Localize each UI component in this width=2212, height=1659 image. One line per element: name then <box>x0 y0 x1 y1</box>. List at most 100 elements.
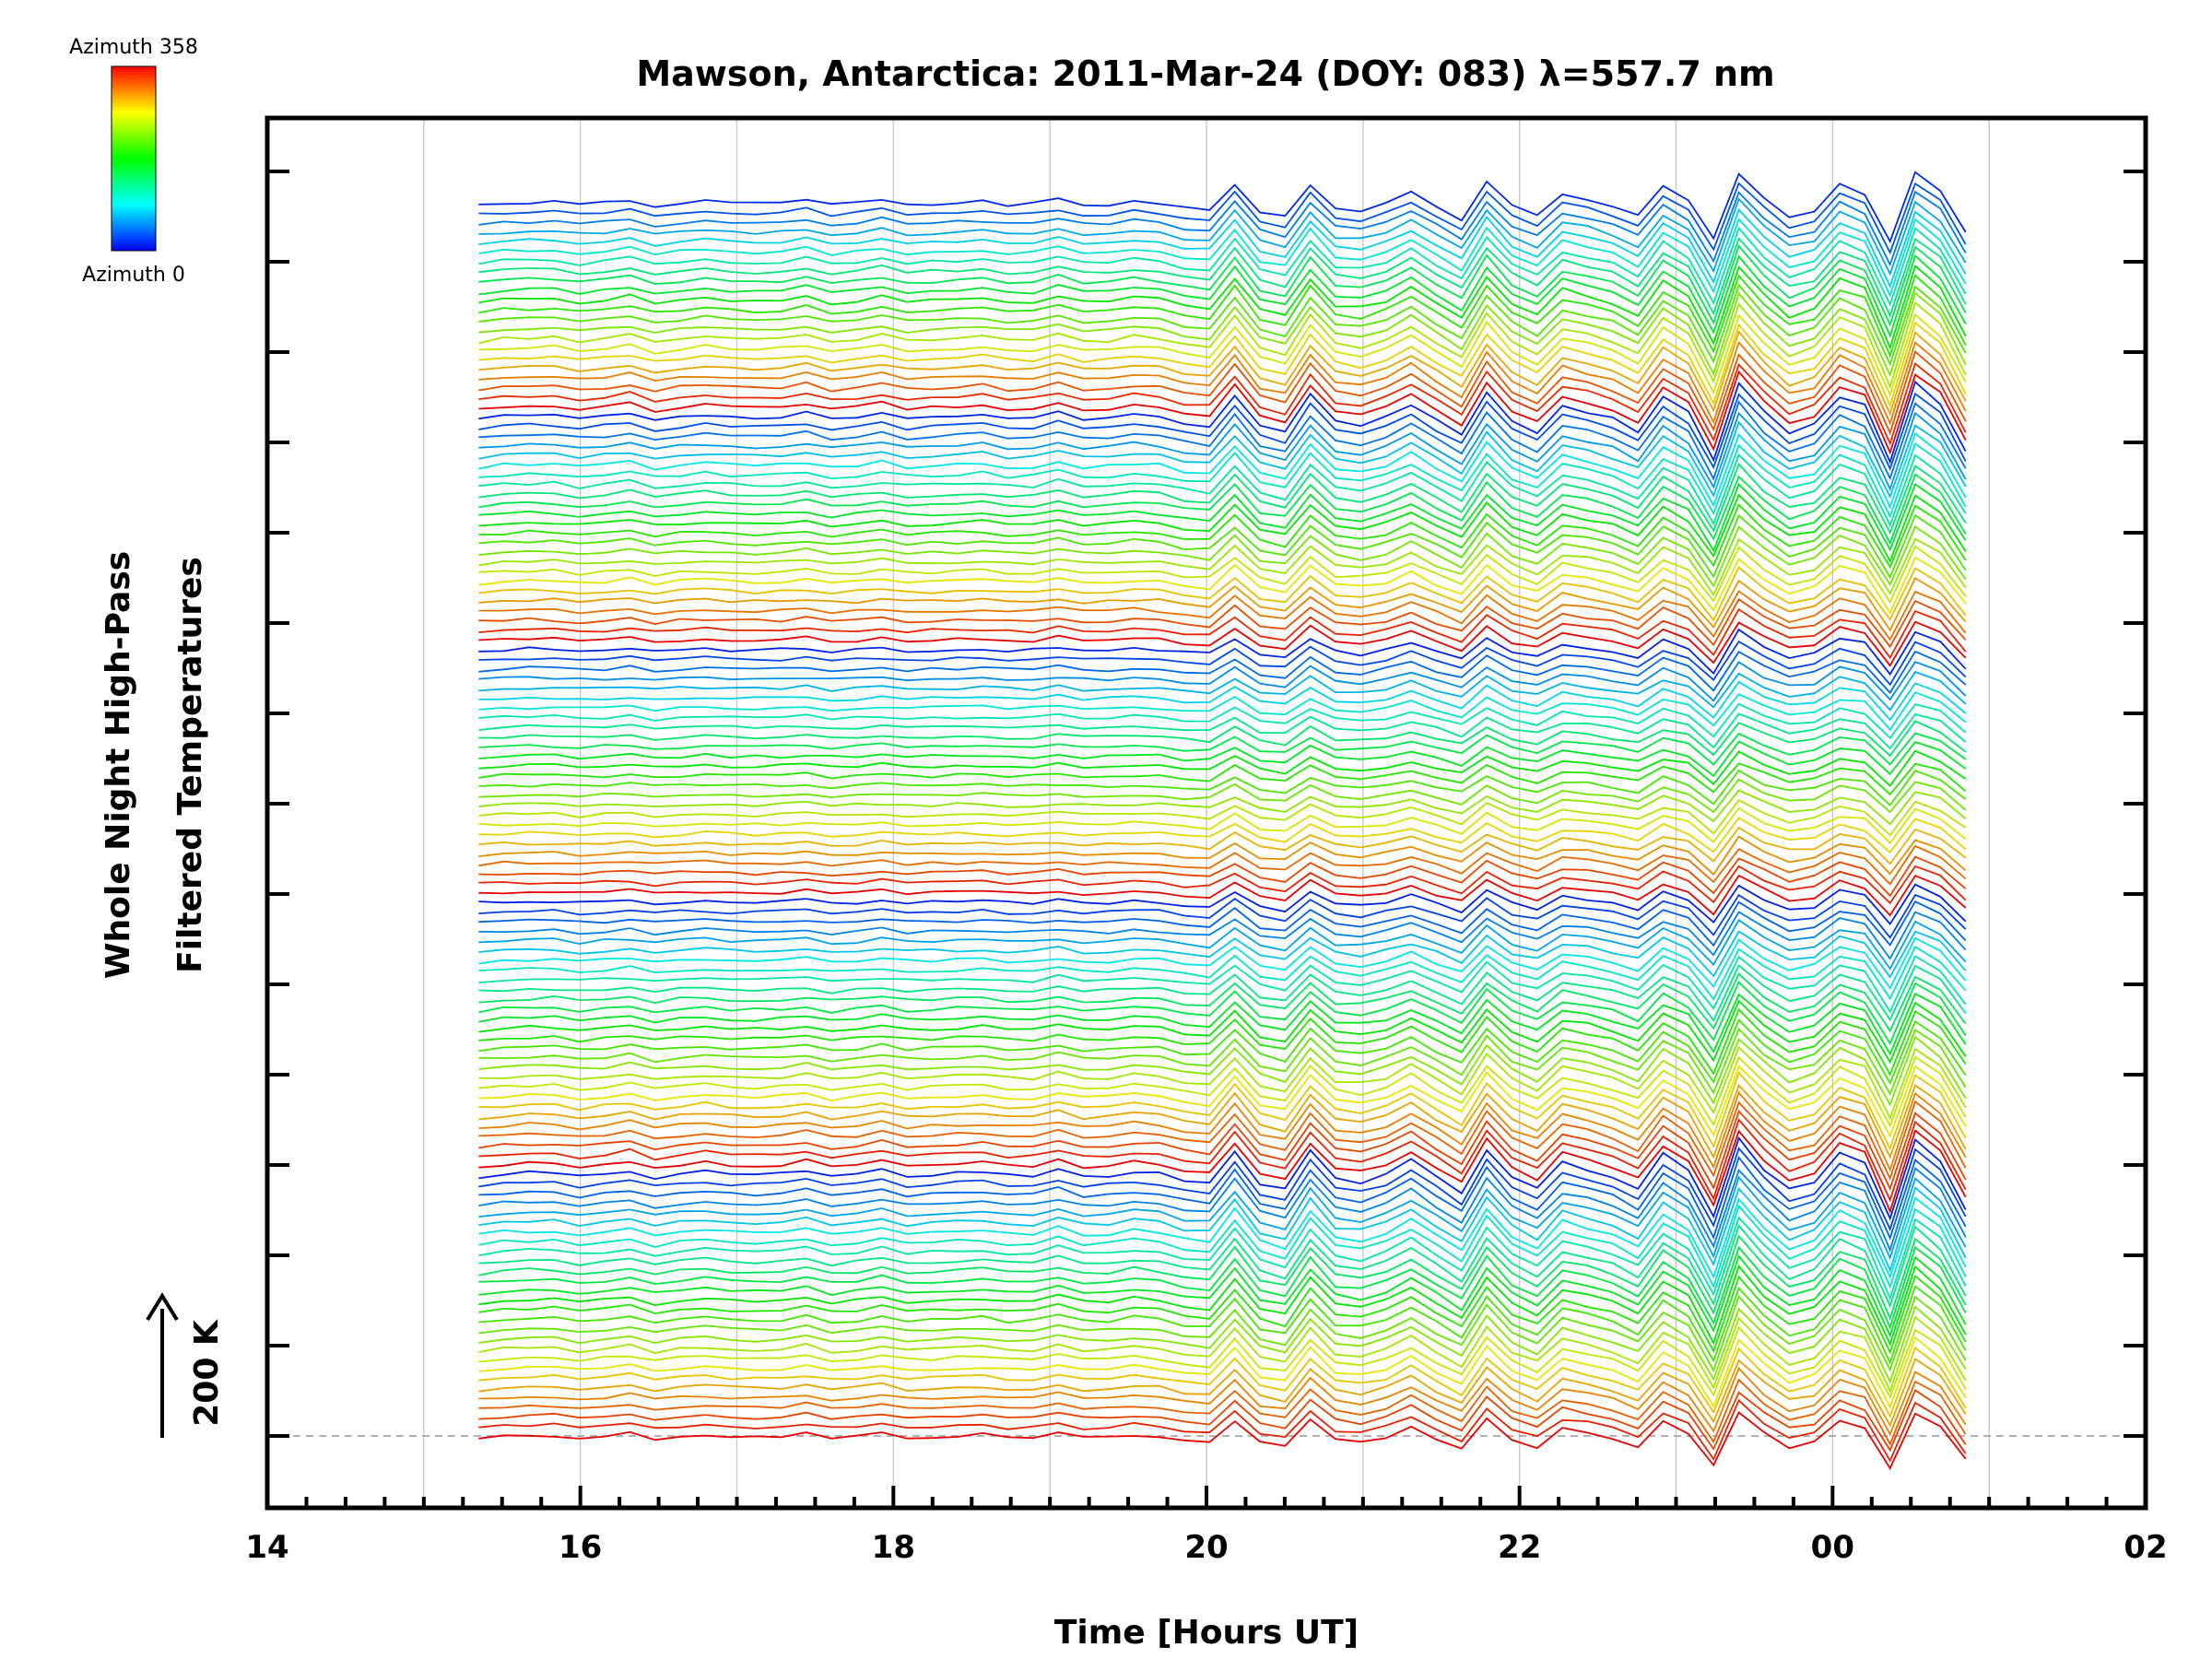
series-line <box>478 628 1967 677</box>
series-line <box>478 1216 1967 1301</box>
series-line <box>478 874 1967 917</box>
series-line <box>478 420 1967 500</box>
series-line <box>478 749 1967 787</box>
series-line <box>478 893 1967 939</box>
series-line <box>478 740 1967 778</box>
series-line <box>478 1035 1967 1107</box>
series-line <box>478 577 1967 632</box>
series-line <box>478 650 1967 695</box>
series-line <box>478 778 1967 814</box>
series-line <box>478 1071 1967 1151</box>
series-line <box>478 411 1967 492</box>
y-axis-label-line2: Filtered Temperatures <box>171 557 209 973</box>
series-line <box>478 826 1967 865</box>
series-line <box>478 598 1967 649</box>
series-line <box>478 283 1967 367</box>
series-line <box>478 620 1967 667</box>
series-line <box>478 1109 1967 1191</box>
series-line <box>478 1045 1967 1121</box>
series-lines <box>478 171 1967 1470</box>
y-axis-label-line1: Whole Night High-Pass <box>100 551 137 979</box>
series-line <box>478 590 1967 641</box>
series-line <box>478 1346 1967 1418</box>
series-line <box>478 1335 1967 1409</box>
series-line <box>478 999 1967 1065</box>
series-line <box>478 463 1967 535</box>
x-axis-label: Time [Hours UT] <box>1054 1614 1359 1652</box>
scale-arrow <box>146 1292 179 1438</box>
series-line <box>478 537 1967 597</box>
series-line <box>478 392 1967 472</box>
series-line <box>478 670 1967 712</box>
series-line <box>478 865 1967 905</box>
series-line <box>478 1389 1967 1453</box>
x-tick-label: 22 <box>1498 1529 1541 1566</box>
series-line <box>478 993 1967 1056</box>
x-tick-label: 20 <box>1184 1529 1228 1566</box>
x-tick-label: 02 <box>2124 1529 2167 1566</box>
series-line <box>478 1007 1967 1077</box>
scale-label: 200 K <box>188 1319 226 1427</box>
series-line <box>478 946 1967 1001</box>
series-line <box>478 236 1967 318</box>
series-line <box>478 955 1967 1014</box>
series-line <box>478 171 1967 244</box>
series-line <box>478 1358 1967 1428</box>
series-line <box>478 182 1967 255</box>
series-line <box>478 1090 1967 1172</box>
series-line <box>478 835 1967 877</box>
series-line <box>478 473 1967 546</box>
series-line <box>478 291 1967 378</box>
series-line <box>478 817 1967 854</box>
series-line <box>478 493 1967 564</box>
series-line <box>478 1253 1967 1338</box>
series-line <box>478 330 1967 417</box>
series-line <box>478 661 1967 702</box>
series-line <box>478 1118 1967 1203</box>
series-line <box>478 1294 1967 1373</box>
series-line <box>478 525 1967 588</box>
x-tick-label: 18 <box>872 1529 915 1566</box>
x-tick-labels: 14 16 18 20 22 00 02 <box>245 1529 2167 1566</box>
series-line <box>478 361 1967 446</box>
series-line <box>478 1055 1967 1128</box>
series-line <box>478 1175 1967 1261</box>
series-line <box>478 556 1967 615</box>
series-line <box>478 1027 1967 1096</box>
series-line <box>478 911 1967 960</box>
series-line <box>478 972 1967 1033</box>
series-line <box>478 1264 1967 1347</box>
series-line <box>478 855 1967 898</box>
series-line <box>478 321 1967 408</box>
series-line <box>478 919 1967 971</box>
series-line <box>478 1204 1967 1289</box>
series-line <box>478 207 1967 288</box>
series-line <box>478 799 1967 837</box>
series-line <box>478 930 1967 979</box>
series-line <box>478 963 1967 1022</box>
series-line <box>478 900 1967 947</box>
series-line <box>478 300 1967 390</box>
series-line <box>478 190 1967 267</box>
series-line <box>478 789 1967 826</box>
colorbar-bottom-label: Azimuth 0 <box>82 264 185 287</box>
x-tick-label: 00 <box>1811 1529 1854 1566</box>
series-line <box>478 1065 1967 1138</box>
series-line <box>478 607 1967 660</box>
series-line <box>478 1234 1967 1321</box>
series-line <box>478 1367 1967 1437</box>
series-line <box>478 883 1967 926</box>
series-line <box>478 197 1967 276</box>
series-line <box>478 1155 1967 1241</box>
series-line <box>478 769 1967 807</box>
series-line <box>478 218 1967 298</box>
axis-ticks <box>265 170 2147 1508</box>
series-line <box>478 380 1967 465</box>
series-line <box>478 936 1967 990</box>
series-line <box>478 442 1967 519</box>
series-line <box>478 226 1967 307</box>
series-line <box>478 350 1967 436</box>
series-line <box>478 1325 1967 1399</box>
series-line <box>478 545 1967 605</box>
series-line <box>478 1285 1967 1365</box>
